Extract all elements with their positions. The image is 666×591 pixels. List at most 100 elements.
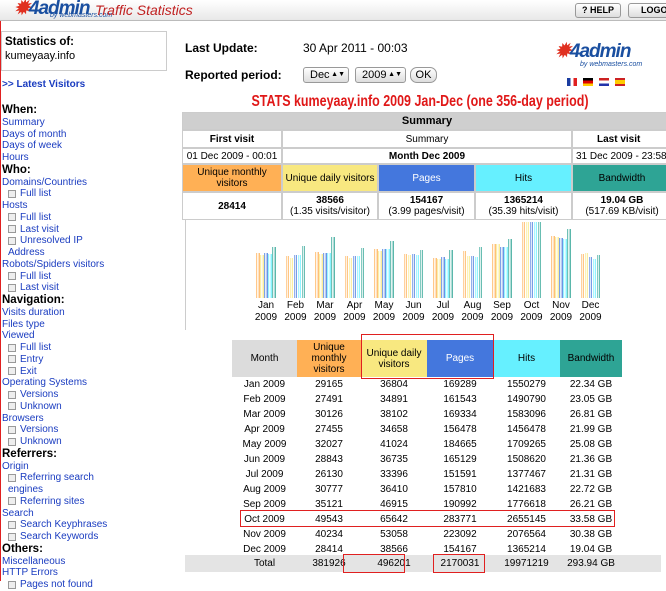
table-cell: 21.36 GB [560,452,622,467]
submenu-item: Exit [2,366,118,378]
menu: When:SummaryDays of monthDays of weekHou… [2,104,170,591]
header-title: Traffic Statistics [95,2,193,18]
table-cell: 1709265 [493,437,560,452]
submenu-link[interactable]: Referring sites [20,496,84,507]
table-cell: 2076564 [493,527,560,542]
table-cell: 30777 [297,482,361,497]
submenu-link[interactable]: Versions [20,389,58,400]
icon [8,225,16,233]
menu-link[interactable]: Operating Systems [2,377,170,389]
icon [8,272,16,280]
column-header: Month [232,340,297,377]
submenu-link[interactable]: Versions [20,424,58,435]
submenu-item: Last visit [2,224,118,236]
submenu-link[interactable]: Search Keyphrases [20,519,107,530]
submenu-link[interactable]: Full list [20,271,51,282]
submenu-link[interactable]: Search Keywords [20,531,98,542]
icon [8,474,16,482]
submenu-item: Full list [2,188,118,200]
submenu-item: Last visit [2,282,118,294]
submenu-item: Referring search engines [2,472,118,496]
submenu-link[interactable]: Entry [20,354,43,365]
table-cell: 25.08 GB [560,437,622,452]
table-cell: 41024 [361,437,427,452]
total-cell: Total [232,556,297,571]
menu-section: Referrers: [2,448,170,461]
icon [8,521,16,529]
menu-link[interactable]: Viewed [2,330,170,342]
menu-link[interactable]: Robots/Spiders visitors [2,259,170,271]
table-cell: Mar 2009 [232,407,297,422]
table-cell: 21.31 GB [560,467,622,482]
submenu-link[interactable]: Last visit [20,224,59,235]
submenu-item: Full list [2,271,118,283]
table-cell: 28843 [297,452,361,467]
table-cell: 156478 [427,422,493,437]
table-cell: 33396 [361,467,427,482]
menu-link[interactable]: Files type [2,319,170,331]
sidebar: Statistics of: kumeyaay.info >> Latest V… [0,22,172,581]
submenu-item: Entry [2,354,118,366]
table-cell: 29165 [297,377,361,392]
menu-link[interactable]: Search [2,508,170,520]
submenu-link[interactable]: Last visit [20,282,59,293]
stats-of-label: Statistics of: [2,32,166,50]
menu-section: Who: [2,164,170,177]
table-cell: Jun 2009 [232,452,297,467]
table-cell: 27491 [297,392,361,407]
main: Last Update: 30 Apr 2011 - 00:03 Reporte… [175,22,666,581]
table-cell: 1490790 [493,392,560,407]
help-button[interactable]: ? HELP [575,3,621,18]
submenu-item: Unresolved IP Address [2,235,118,259]
table-cell: 1421683 [493,482,560,497]
column-header: Unique monthly visitors [297,340,361,377]
table-cell: 34658 [361,422,427,437]
menu-link[interactable]: Browsers [2,413,170,425]
submenu-link[interactable]: Unresolved IP Address [8,235,83,258]
site-box: Statistics of: kumeyaay.info [1,31,167,71]
table-cell: 1550279 [493,377,560,392]
table-cell: 151591 [427,467,493,482]
submenu-link[interactable]: Full list [20,212,51,223]
table-cell: 36410 [361,482,427,497]
icon [8,237,16,245]
table-cell: 30.38 GB [560,527,622,542]
table-cell: 1508620 [493,452,560,467]
table-cell: 23.05 GB [560,392,622,407]
table-cell: Jul 2009 [232,467,297,482]
table-cell: 22.34 GB [560,377,622,392]
submenu-item: Full list [2,212,118,224]
table-cell: 161543 [427,392,493,407]
menu-link[interactable]: HTTP Errors [2,567,170,579]
menu-link[interactable]: Days of month [2,129,170,141]
submenu-link[interactable]: Unknown [20,436,62,447]
table-cell: 27455 [297,422,361,437]
menu-link[interactable]: Origin [2,461,170,473]
submenu-item: Unknown [2,436,118,448]
submenu-link[interactable]: Full list [20,188,51,199]
menu-link[interactable]: Visits duration [2,307,170,319]
table-cell: 34891 [361,392,427,407]
logout-button[interactable]: LOGO [628,3,666,18]
submenu-link[interactable]: Unknown [20,401,62,412]
latest-visitors-link[interactable]: >> Latest Visitors [2,79,85,90]
menu-link[interactable]: Summary [2,117,170,129]
table-cell: 36735 [361,452,427,467]
menu-link[interactable]: Hosts [2,200,170,212]
submenu-link[interactable]: Exit [20,366,37,377]
table-cell: 32027 [297,437,361,452]
table-cell: May 2009 [232,437,297,452]
icon [8,402,16,410]
menu-link[interactable]: Miscellaneous [2,556,170,568]
submenu-link[interactable]: Full list [20,342,51,353]
submenu-link[interactable]: Referring search engines [8,472,94,495]
table-cell: 157810 [427,482,493,497]
menu-link[interactable]: Domains/Countries [2,177,170,189]
icon [8,426,16,434]
icon [8,355,16,363]
table-cell: 1456478 [493,422,560,437]
menu-link[interactable]: Hours [2,152,170,164]
menu-section: When: [2,104,170,117]
menu-link[interactable]: Days of week [2,140,170,152]
table-cell: Feb 2009 [232,392,297,407]
